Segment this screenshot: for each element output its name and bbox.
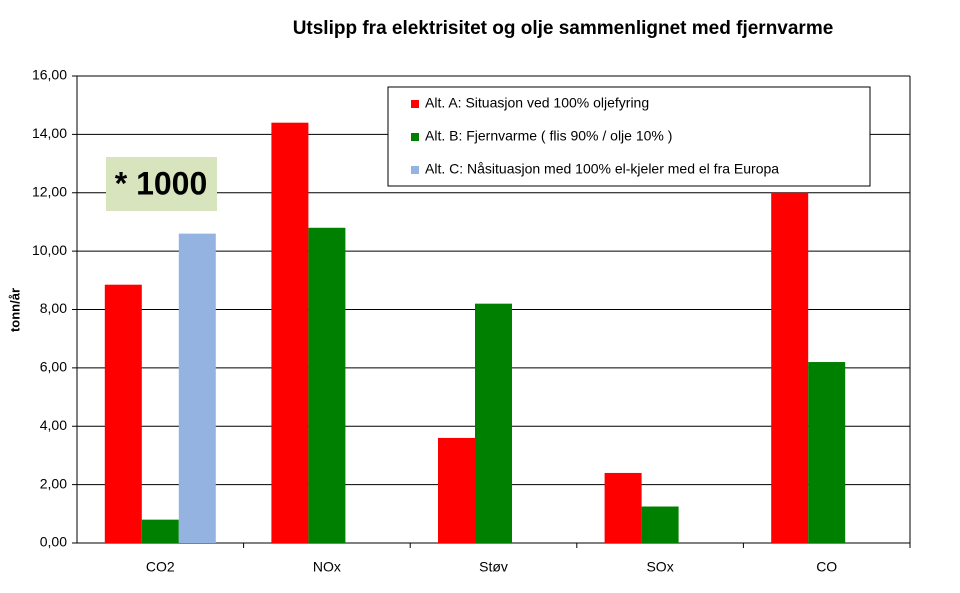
annotation-box [106, 157, 217, 211]
bar [475, 303, 512, 543]
x-tick-label: Støv [479, 559, 508, 575]
legend-box [387, 86, 871, 187]
bar [771, 192, 809, 543]
legend-label: Alt. B: Fjernvarme ( flis 90% / olje 10%… [425, 128, 672, 144]
y-tick-label: 10,00 [32, 242, 67, 258]
legend-swatch [411, 133, 419, 141]
annotation: * 1000 [115, 165, 208, 201]
legend-swatch [411, 100, 419, 108]
y-tick-label: 12,00 [32, 183, 67, 199]
bar [141, 519, 179, 543]
x-tick-label: CO [816, 559, 837, 575]
bar [438, 437, 475, 543]
y-tick-label: 4,00 [40, 417, 67, 433]
bar [178, 233, 216, 544]
bar [308, 227, 346, 543]
bar [808, 362, 846, 543]
y-axis-label: tonn/år [7, 288, 22, 332]
legend-swatch [411, 166, 419, 174]
y-tick-label: 8,00 [40, 300, 67, 316]
y-tick-label: 2,00 [40, 475, 67, 491]
x-tick-label: SOx [646, 559, 673, 575]
y-tick-label: 0,00 [40, 534, 67, 550]
bar [104, 284, 142, 543]
chart-title: Utslipp fra elektrisitet og olje sammenl… [293, 18, 834, 39]
bar [641, 506, 679, 543]
legend-label: Alt. C: Nåsituasjon med 100% el-kjeler m… [425, 161, 779, 177]
x-tick-label: NOx [313, 559, 341, 575]
y-tick-label: 16,00 [32, 67, 67, 83]
bar [604, 472, 642, 543]
legend-label: Alt. A: Situasjon ved 100% oljefyring [425, 95, 649, 111]
y-tick-label: 14,00 [32, 125, 67, 141]
y-tick-label: 6,00 [40, 359, 67, 375]
bar [271, 122, 309, 543]
x-tick-label: CO2 [146, 559, 175, 575]
